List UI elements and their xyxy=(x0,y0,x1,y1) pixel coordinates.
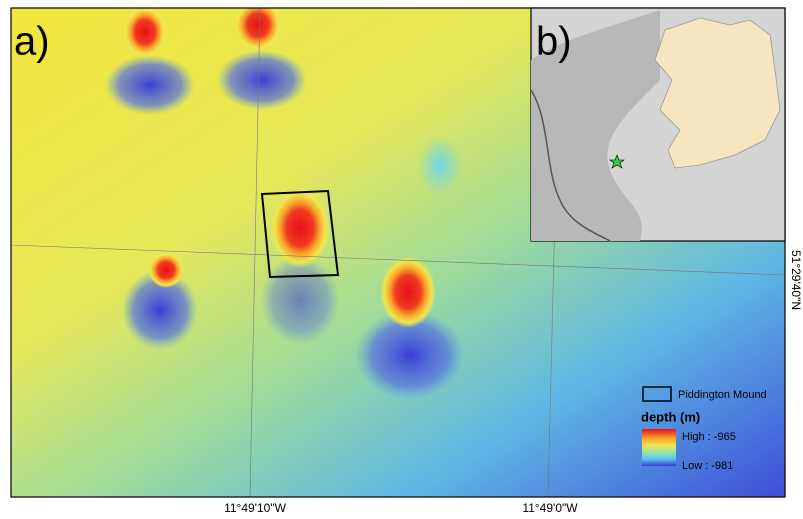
depression xyxy=(260,255,340,345)
figure: b) a) 11°49'10"W 11°49'0"W 51°29'40"N Pi… xyxy=(0,0,803,519)
lat-label: 51°29'40"N xyxy=(789,250,803,310)
mound xyxy=(380,256,436,328)
legend-label: Piddington Mound xyxy=(678,389,767,401)
color-ramp xyxy=(642,429,676,466)
depression xyxy=(217,50,307,110)
panel-label: b) xyxy=(536,20,572,64)
panel-label: a) xyxy=(14,20,50,64)
legend-low: Low : -981 xyxy=(682,460,733,472)
lon-label: 11°49'0"W xyxy=(522,501,578,515)
mound xyxy=(148,252,184,288)
legend-title: depth (m) xyxy=(641,409,700,424)
depression xyxy=(418,135,462,195)
lon-label: 11°49'10"W xyxy=(224,501,287,515)
inset-map: b) xyxy=(531,8,785,241)
depression xyxy=(105,55,195,115)
legend-high: High : -965 xyxy=(682,431,736,443)
mound xyxy=(123,6,167,58)
